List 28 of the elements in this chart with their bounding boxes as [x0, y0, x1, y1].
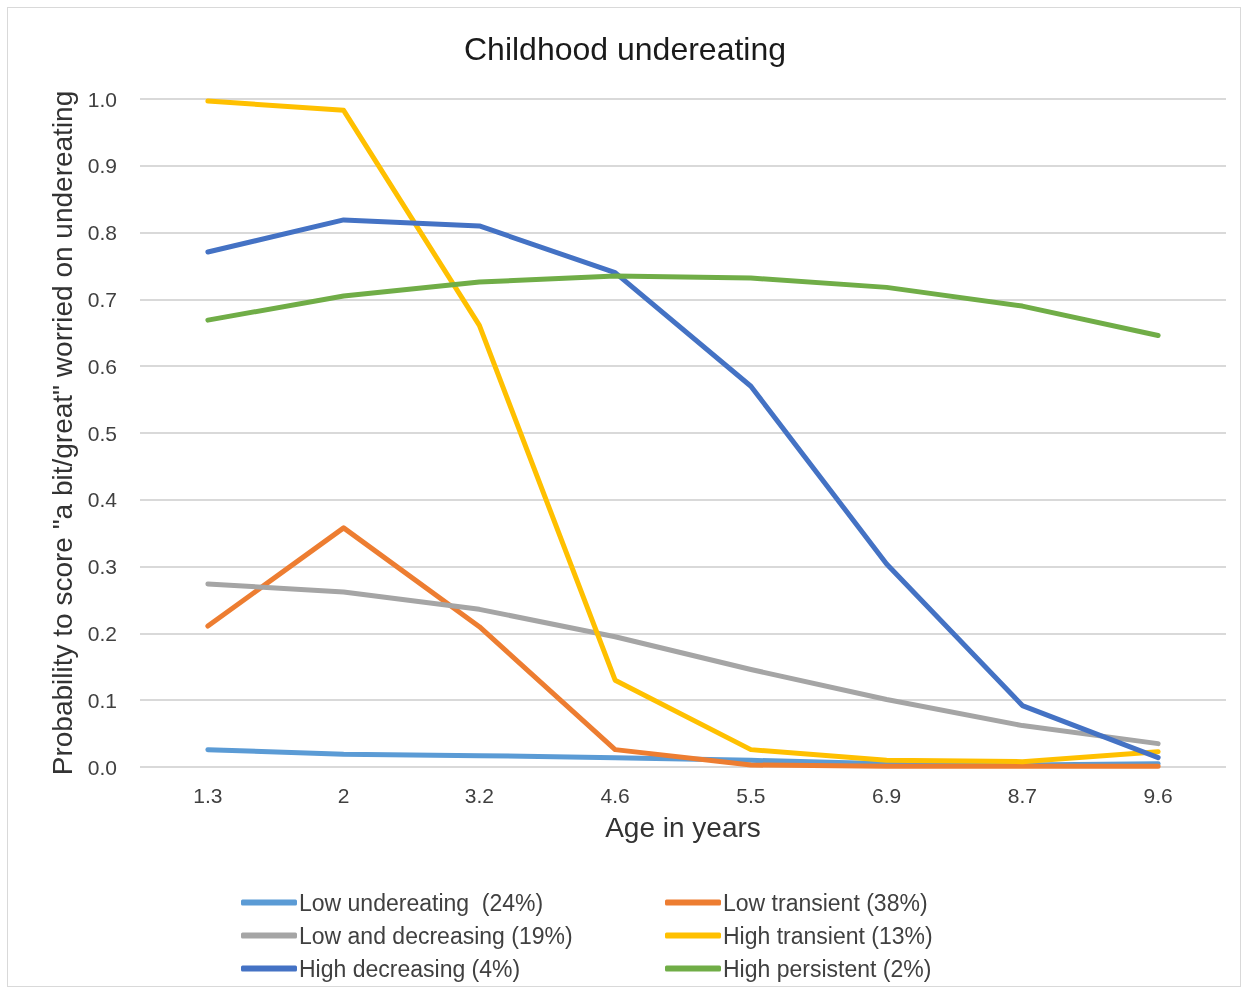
y-tick-label: 1.0: [87, 87, 117, 111]
y-tick-label: 0.9: [87, 154, 117, 178]
legend-label: High persistent (2%): [723, 955, 932, 982]
x-tick-label: 4.6: [600, 784, 630, 807]
y-axis-title: Probability to score "a bit/great" worried on undereating: [46, 90, 78, 776]
y-tick-label: 0.7: [87, 287, 117, 311]
x-tick-label: 8.7: [1007, 784, 1037, 807]
y-tick-label: 0.3: [87, 555, 117, 579]
y-tick-label: 0.5: [87, 421, 117, 445]
legend-label: Low and decreasing (19%): [299, 922, 573, 949]
legend-label: Low transient (38%): [723, 889, 928, 916]
y-tick-label: 0.2: [87, 621, 117, 645]
legend-label: Low undereating (24%): [299, 889, 544, 916]
legend-label: High decreasing (4%): [299, 955, 521, 982]
chart-title: Childhood undereating: [463, 31, 787, 67]
x-tick-label: 6.9: [872, 784, 902, 807]
x-tick-label: 9.6: [1143, 784, 1173, 807]
x-tick-label: 1.3: [193, 784, 223, 807]
y-tick-label: 0.6: [87, 354, 117, 378]
y-tick-label: 0.0: [87, 755, 117, 779]
x-tick-label: 5.5: [736, 784, 766, 807]
legend-label: High transient (13%): [723, 922, 933, 949]
x-axis-title: Age in years: [605, 811, 761, 843]
y-tick-label: 0.8: [87, 221, 117, 245]
x-tick-label: 3.2: [464, 784, 494, 807]
y-tick-label: 0.4: [87, 488, 118, 512]
x-tick-label: 2: [337, 784, 350, 807]
y-tick-label: 0.1: [87, 688, 117, 712]
